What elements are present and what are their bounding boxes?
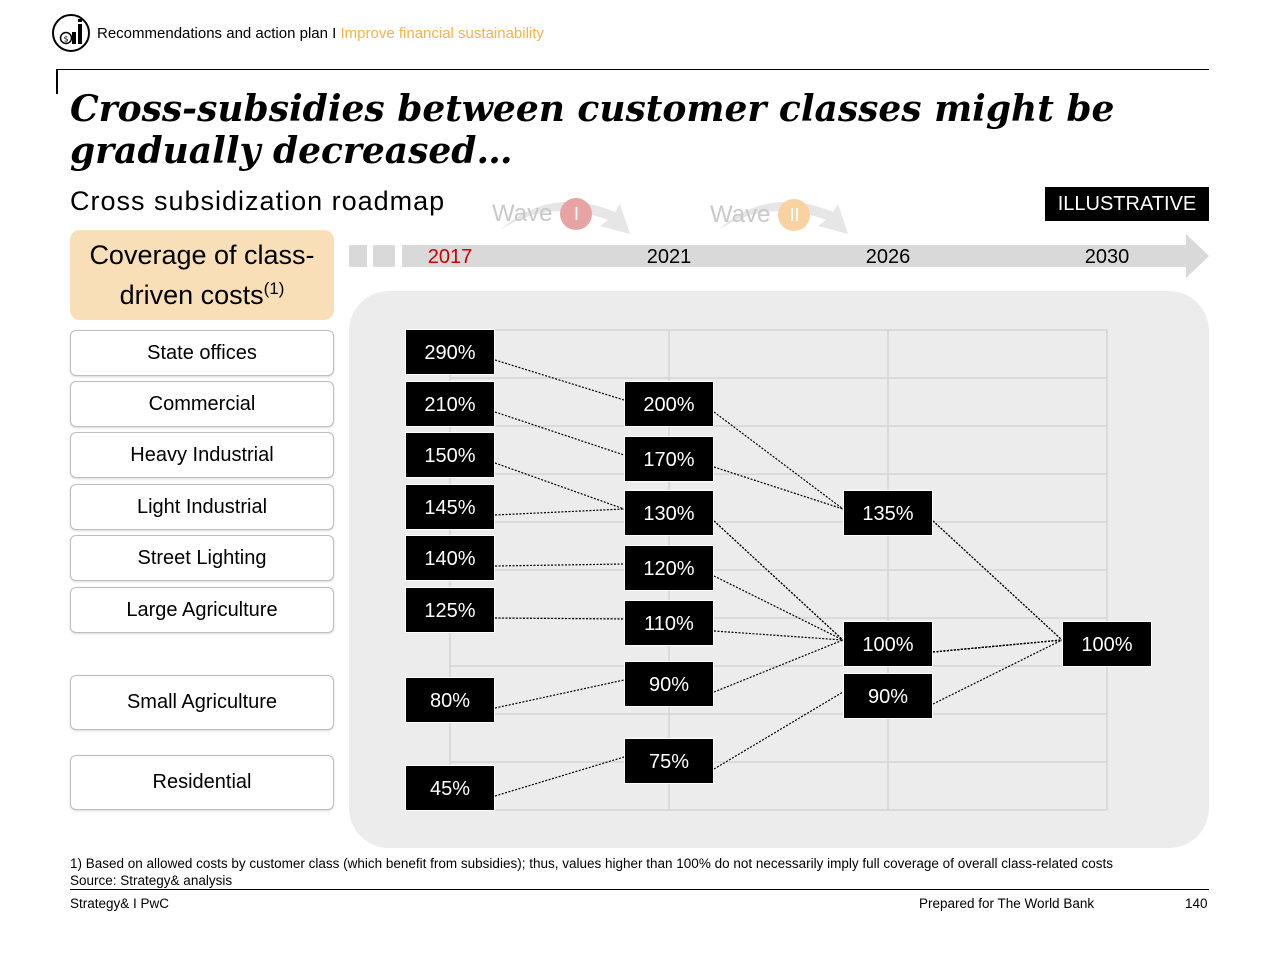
value-box-2021: 170% (624, 436, 714, 482)
class-label-small-agriculture: Small Agriculture (70, 675, 334, 730)
breadcrumb: Recommendations and action plan I Improv… (97, 25, 544, 42)
class-label-state-offices: State offices (70, 330, 334, 376)
timeline-arrow (349, 234, 1209, 278)
connector-line (932, 639, 1063, 705)
wave-1-label: Wave I (492, 198, 593, 230)
coverage-footnote-marker: (1) (263, 279, 285, 298)
footer-prepared-for: Prepared for The World Bank (919, 896, 1095, 911)
top-tick (56, 69, 58, 94)
breadcrumb-subsection: Improve financial sustainability (340, 25, 544, 42)
connector-line (932, 639, 1063, 653)
connector-line (713, 630, 844, 641)
top-divider (57, 69, 1209, 70)
class-label-large-agriculture: Large Agriculture (70, 587, 334, 633)
class-label-heavy-industrial: Heavy Industrial (70, 432, 334, 478)
value-box-2021: 90% (624, 661, 714, 707)
class-label-residential: Residential (70, 755, 334, 810)
wave-2-label: Wave II (710, 199, 811, 231)
connector-line (494, 563, 625, 567)
year-label-2021: 2021 (646, 246, 692, 268)
wave-arrow-2 (718, 201, 848, 234)
connector-line (494, 617, 625, 620)
value-box-2017: 80% (405, 677, 495, 723)
value-box-2021: 120% (624, 545, 714, 591)
footer-brand: Strategy& I PwC (70, 896, 170, 911)
coverage-header: Coverage of class-driven costs(1) (70, 230, 334, 320)
value-box-2030: 100% (1062, 621, 1152, 667)
timeline-step-2 (373, 245, 395, 267)
value-box-2017: 150% (405, 432, 495, 478)
value-box-2017: 125% (405, 587, 495, 633)
wave-1-badge: I (560, 198, 593, 230)
bottom-divider (70, 889, 1209, 890)
connector-line (494, 359, 625, 401)
connector-line (713, 691, 844, 770)
connector-line (713, 520, 844, 641)
value-box-2017: 210% (405, 381, 495, 427)
connector-line (713, 639, 844, 693)
breadcrumb-separator: I (332, 25, 337, 42)
illustrative-badge: ILLUSTRATIVE (1045, 187, 1209, 221)
connector-line (713, 575, 844, 641)
source-text: Source: Strategy& analysis (70, 873, 233, 888)
footnote: 1) Based on allowed costs by customer cl… (70, 855, 1113, 889)
class-label-commercial: Commercial (70, 381, 334, 427)
value-box-2021: 130% (624, 490, 714, 536)
value-box-2026: 100% (843, 621, 933, 667)
value-box-2026: 135% (843, 490, 933, 536)
wave-arrow-1 (500, 201, 630, 234)
wave-1-text: Wave (492, 200, 553, 227)
timeline-bar (402, 234, 1209, 278)
chart-subtitle: Cross subsidization roadmap (70, 186, 446, 216)
year-label-2026: 2026 (865, 246, 911, 268)
value-box-2021: 110% (624, 600, 714, 646)
class-label-street-lighting: Street Lighting (70, 535, 334, 581)
footnote-text: 1) Based on allowed costs by customer cl… (70, 856, 1114, 871)
connector-line (932, 520, 1063, 641)
wave-2-badge: II (778, 199, 811, 231)
year-label-2017: 2017 (427, 246, 473, 268)
connector-line (494, 508, 625, 516)
value-box-2017: 140% (405, 535, 495, 581)
class-label-light-industrial: Light Industrial (70, 484, 334, 530)
coverage-label: Coverage of class-driven costs (89, 240, 315, 310)
value-box-2017: 45% (405, 765, 495, 811)
timeline-step-1 (349, 245, 367, 267)
page-number: 140 (1185, 896, 1208, 911)
wave-arrows (500, 201, 848, 234)
value-box-2026: 90% (843, 673, 933, 719)
svg-text:$: $ (63, 35, 68, 44)
connector-line (494, 411, 625, 456)
wave-2-text: Wave (710, 201, 771, 228)
page-title: Cross-subsidies between customer classes… (70, 88, 1115, 172)
breadcrumb-section: Recommendations and action plan (97, 25, 328, 42)
value-box-2021: 200% (624, 381, 714, 427)
year-label-2030: 2030 (1084, 246, 1130, 268)
connector-line (713, 466, 844, 510)
logo-icon: $ (52, 14, 90, 52)
connector-line (494, 756, 625, 797)
connector-line (713, 411, 844, 510)
value-box-2017: 145% (405, 484, 495, 530)
connector-line (494, 679, 625, 709)
value-box-2021: 75% (624, 738, 714, 784)
value-box-2017: 290% (405, 329, 495, 375)
connector-line (494, 462, 625, 510)
